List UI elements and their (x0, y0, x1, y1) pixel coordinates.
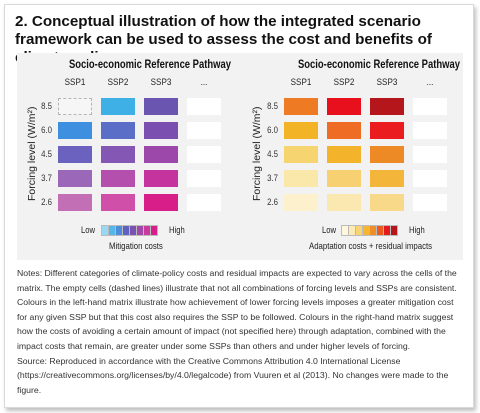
right-matrix-cell (327, 194, 361, 211)
right-matrix-cell (327, 146, 361, 163)
left-matrix-cell (101, 122, 135, 139)
left-matrix-cell (58, 122, 92, 139)
left-matrix-cell (101, 170, 135, 187)
right-matrix-cell (284, 170, 318, 187)
right-matrix-cell (284, 122, 318, 139)
right-matrix-cell (327, 122, 361, 139)
left-row-label: 2.6 (41, 197, 52, 207)
left-header: Socio-economic Reference Pathway (69, 59, 231, 71)
left-row-label: 3.7 (41, 173, 52, 183)
right-legend-scale (341, 225, 398, 236)
right-matrix-cell (284, 194, 318, 211)
left-matrix-cell (58, 170, 92, 187)
left-row-label: 6.0 (41, 125, 52, 135)
right-matrix-cell (413, 122, 447, 139)
left-matrix-cell (101, 98, 135, 115)
left-col-ssp3: SSP3 (150, 77, 172, 88)
right-matrix-cell (370, 146, 404, 163)
mitigation-matrix-panel: Socio-economic Reference Pathway SSP1 SS… (17, 53, 240, 260)
right-matrix-cell (370, 170, 404, 187)
left-matrix-cell (187, 194, 221, 211)
right-row-label: 4.5 (267, 149, 278, 159)
left-y-axis-label: Forcing level (W/m²) (26, 106, 38, 201)
notes-block: Notes: Different categories of climate-p… (17, 266, 463, 397)
right-col-more: ... (426, 77, 434, 88)
left-col-ssp2: SSP2 (107, 77, 129, 88)
right-matrix-cell (284, 98, 318, 115)
right-matrix-cell (327, 170, 361, 187)
adaptation-matrix-panel: Socio-economic Reference Pathway SSP1 SS… (240, 53, 463, 260)
notes-text: Notes: Different categories of climate-p… (17, 268, 457, 351)
right-row-label: 2.6 (267, 197, 278, 207)
left-col-ssp1: SSP1 (64, 77, 86, 88)
left-legend-caption: Mitigation costs (109, 241, 163, 251)
right-row-label: 3.7 (267, 173, 278, 183)
right-legend-low: Low (322, 225, 337, 235)
right-row-label: 6.0 (267, 125, 278, 135)
left-matrix-cell (101, 194, 135, 211)
right-matrix-cell (370, 98, 404, 115)
figure-card: 2. Conceptual illustration of how the in… (4, 4, 474, 408)
left-matrix-cell (187, 122, 221, 139)
right-col-ssp2: SSP2 (333, 77, 355, 88)
left-matrix-cell (101, 146, 135, 163)
left-row-label: 4.5 (41, 149, 52, 159)
left-legend-low: Low (81, 225, 96, 235)
left-matrix-cell (187, 146, 221, 163)
left-matrix-cell (187, 98, 221, 115)
right-y-axis-label: Forcing level (W/m²) (251, 106, 263, 201)
right-header: Socio-economic Reference Pathway (298, 59, 460, 71)
left-row-label: 8.5 (41, 101, 52, 111)
right-matrix-cell (413, 146, 447, 163)
right-matrix-cell (413, 98, 447, 115)
right-col-ssp3: SSP3 (376, 77, 398, 88)
left-matrix-cell (58, 146, 92, 163)
left-matrix-cell (144, 122, 178, 139)
right-matrix-cell (413, 170, 447, 187)
right-legend-caption: Adaptation costs + residual impacts (309, 241, 433, 251)
right-matrix-cell (327, 98, 361, 115)
left-matrix-cell (144, 194, 178, 211)
left-legend-high: High (169, 225, 185, 235)
right-legend-high: High (409, 225, 425, 235)
right-matrix-cell (370, 122, 404, 139)
left-matrix-cell (58, 194, 92, 211)
left-matrix-cell (144, 98, 178, 115)
right-matrix-cell (413, 194, 447, 211)
left-matrix-cell (187, 170, 221, 187)
right-col-ssp1: SSP1 (290, 77, 312, 88)
left-legend-scale (101, 225, 158, 236)
left-legend-swatch (150, 225, 158, 236)
left-matrix-cell (144, 146, 178, 163)
right-matrix-cell (370, 194, 404, 211)
left-col-more: ... (200, 77, 208, 88)
left-matrix-cell (58, 98, 92, 115)
source-text: Source: Reproduced in accordance with th… (17, 355, 449, 395)
right-row-label: 8.5 (267, 101, 278, 111)
right-legend-swatch (390, 225, 398, 236)
diagram-area: Socio-economic Reference Pathway SSP1 SS… (17, 53, 463, 260)
left-matrix-cell (144, 170, 178, 187)
right-matrix-cell (284, 146, 318, 163)
